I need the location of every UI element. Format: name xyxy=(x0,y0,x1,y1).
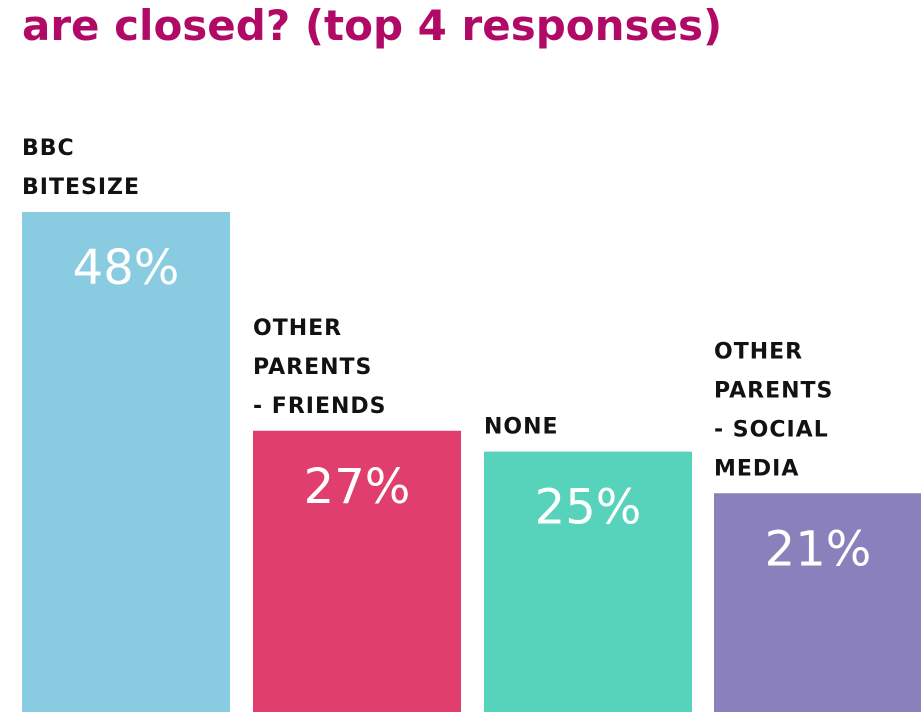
category-label-4-line-2: PARENTS xyxy=(714,378,833,403)
category-label-2-line-3: - FRIENDS xyxy=(253,394,387,419)
category-label-2-line-1: OTHER xyxy=(253,316,342,341)
category-label-4-line-4: MEDIA xyxy=(714,456,799,481)
bar-3 xyxy=(484,451,692,712)
value-label-1: 48% xyxy=(73,240,180,296)
category-label-3-line-1: NONE xyxy=(484,415,559,440)
category-label-4-line-1: OTHER xyxy=(714,339,803,364)
value-label-3: 25% xyxy=(535,480,642,536)
category-label-1-line-2: BITESIZE xyxy=(22,175,140,200)
category-label-2-line-2: PARENTS xyxy=(253,355,372,380)
bars-group xyxy=(22,212,921,712)
value-label-4: 21% xyxy=(765,521,872,577)
bar-4 xyxy=(714,493,921,712)
bar-2 xyxy=(253,430,461,712)
category-label-1-line-1: BBC xyxy=(22,136,75,161)
bar-1 xyxy=(22,212,230,712)
category-label-4-line-3: - SOCIAL xyxy=(714,417,829,442)
chart-title: are closed? (top 4 responses) xyxy=(22,1,723,50)
value-label-2: 27% xyxy=(304,459,411,515)
labels-group: 48% BBC BITESIZE 27% OTHER PARENTS - FRIENDS 25… xyxy=(22,136,871,577)
